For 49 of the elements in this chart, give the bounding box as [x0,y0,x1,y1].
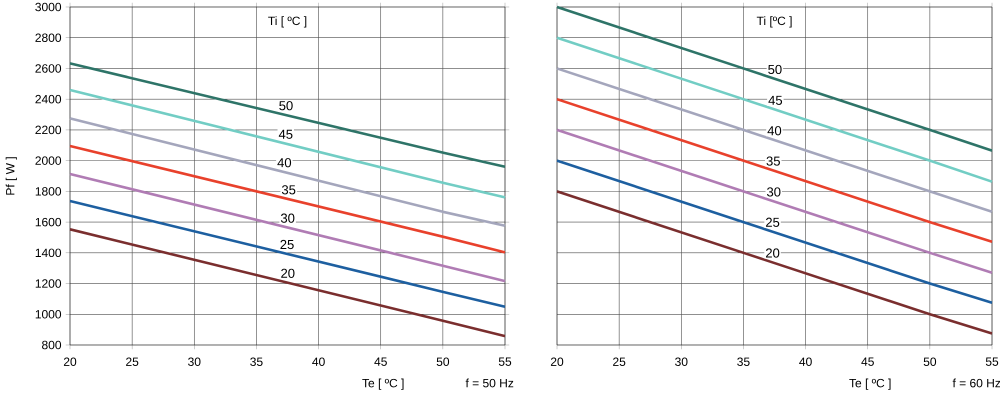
series-label: 35 [766,156,780,166]
series-label: 25 [766,218,780,227]
y-tick-label: 1000 [36,310,62,319]
y-tick-label: 800 [42,340,62,350]
y-tick-label: 2400 [35,94,62,104]
series-label: 30 [280,214,294,223]
series-label: 20 [281,268,294,278]
y-tick-label: 3000 [35,2,62,12]
series-label: 20 [766,248,780,258]
x-tick-label: 40 [799,357,812,366]
x-tick-label: 30 [188,357,200,366]
x-tick-label: 35 [250,357,263,366]
y-tick-label: 1600 [36,218,62,226]
x-tick-label: 45 [374,357,387,366]
series-label: 25 [280,240,294,250]
x-tick-label: 55 [986,357,998,366]
series-label: 40 [277,158,292,168]
series-label: 35 [282,185,296,194]
series-label: 50 [279,101,293,110]
x-tick-label: 35 [737,357,750,366]
x-tick-label: 50 [924,357,936,366]
legend-title: Ti [ ºC ] [268,16,306,28]
x-tick-label: 25 [126,357,138,366]
x-tick-label: 30 [675,357,688,366]
series-label: 30 [767,187,780,197]
x-axis-title: Te [ ºC ] [849,378,891,390]
y-tick-label: 2800 [35,33,62,42]
x-tick-label: 20 [550,357,564,366]
series-label: 45 [768,96,782,105]
series-label: 45 [278,130,292,139]
y-tick-label: 1200 [36,279,62,288]
y-tick-label: 2600 [35,64,62,73]
y-tick-label: 1400 [36,248,62,258]
x-tick-label: 50 [436,357,450,366]
y-tick-label: 1800 [36,187,62,196]
x-tick-label: 45 [861,357,874,366]
text: f = 60 Hz [952,378,1000,388]
x-tick-label: 25 [613,357,626,366]
y-tick-label: 2200 [35,126,62,134]
x-tick-label: 55 [498,357,512,366]
x-tick-label: 20 [64,357,76,366]
text: f = 50 Hz [466,378,514,388]
x-tick-label: 40 [312,357,325,366]
y-tick-label: 2000 [35,156,62,165]
y-axis-title: Pf [ W ] [6,157,17,195]
legend-title: Ti [ºC ] [756,16,792,28]
x-axis-title: Te [ ºC ] [362,378,404,390]
series-label: 50 [768,64,782,74]
series-label: 40 [768,126,782,136]
